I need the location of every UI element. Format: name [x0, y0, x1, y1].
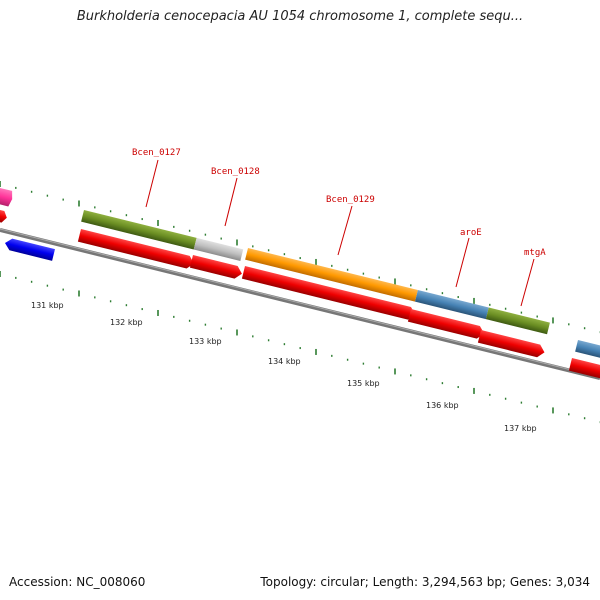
lower-tick-track [0, 271, 600, 424]
gene-label-bcen0129[interactable]: Bcen_0129 [326, 195, 375, 205]
label-line-aroe [455, 237, 470, 288]
cds-arrow-bcen0129[interactable] [241, 266, 417, 321]
gene-label-aroe[interactable]: aroE [460, 228, 482, 238]
label-line-mtga [520, 258, 535, 307]
cds-arrow-bcen0127[interactable] [77, 229, 196, 270]
kbp-label-135: 135 kbp [347, 379, 380, 388]
label-line-bcen0129 [337, 205, 353, 256]
feature-bcen0129-orange[interactable] [245, 248, 418, 302]
cds-arrow-bcen0128[interactable] [189, 255, 244, 280]
feature-bcen0127-olive[interactable] [81, 210, 197, 250]
accession-text: Accession: NC_008060 [9, 575, 146, 589]
feature-steelblue-partial[interactable] [575, 340, 600, 362]
kbp-label-137: 137 kbp [504, 424, 537, 433]
feature-aroe-steelblue[interactable] [415, 289, 489, 320]
gene-label-bcen0127[interactable]: Bcen_0127 [132, 148, 181, 158]
kbp-label-132: 132 kbp [110, 318, 143, 327]
feature-pink-partial[interactable] [0, 183, 14, 207]
gene-label-mtga[interactable]: mtgA [524, 248, 546, 258]
feature-bcen0128-grey[interactable] [193, 237, 244, 261]
label-line-bcen0128 [224, 177, 238, 227]
kbp-label-133: 133 kbp [189, 337, 222, 346]
upper-tick-track [0, 181, 600, 334]
kbp-label-131: 131 kbp [31, 301, 64, 310]
kbp-label-134: 134 kbp [268, 357, 301, 366]
feature-mtga-olive[interactable] [485, 307, 550, 335]
cds-arrow-aroe[interactable] [407, 309, 486, 340]
topology-summary: Topology: circular; Length: 3,294,563 bp… [260, 575, 590, 589]
genome-backbone [0, 228, 600, 380]
label-line-bcen0127 [145, 159, 159, 208]
cds-arrow-partial-right[interactable] [568, 358, 600, 384]
cds-arrow-mtga[interactable] [477, 330, 546, 359]
reverse-arrow-blue[interactable] [4, 237, 55, 261]
genome-backbone-highlight [0, 228, 600, 378]
gene-label-bcen0128[interactable]: Bcen_0128 [211, 167, 260, 177]
cds-arrow-partial-left[interactable] [0, 205, 8, 223]
map-title: Burkholderia cenocepacia AU 1054 chromos… [76, 9, 524, 24]
kbp-label-136: 136 kbp [426, 401, 459, 410]
